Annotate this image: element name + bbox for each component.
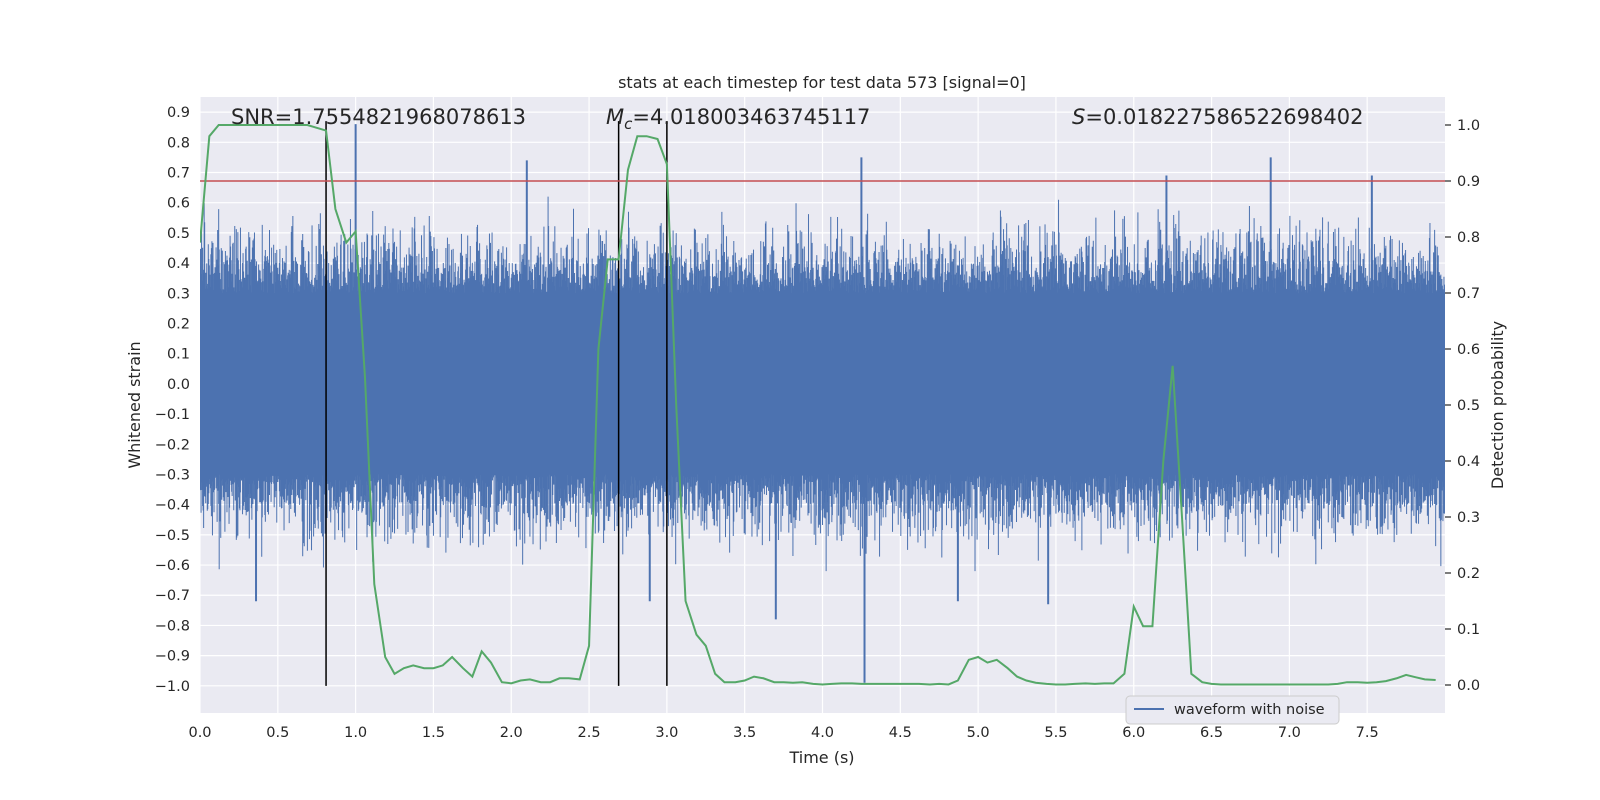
x-tick-label: 4.5: [889, 725, 912, 741]
x-tick-label: 5.0: [967, 725, 990, 741]
y-left-tick-label: 0.8: [167, 135, 190, 151]
y-left-tick-label: −0.2: [155, 437, 190, 453]
x-tick-label: 4.0: [811, 725, 834, 741]
y-right-tick-label: 1.0: [1457, 118, 1480, 134]
x-tick-label: 5.5: [1044, 725, 1067, 741]
y-left-tick-label: −0.6: [155, 558, 190, 574]
x-tick-label: 2.5: [578, 725, 601, 741]
y-left-tick-label: −0.1: [155, 407, 190, 423]
y-left-tick-label: 0.0: [167, 377, 190, 393]
y-right-axis-label: Detection probability: [1488, 321, 1507, 489]
s-annotation: S=0.018227586522698402: [1072, 105, 1363, 129]
x-tick-label: 6.5: [1200, 725, 1223, 741]
chirp-mass-symbol: M: [606, 105, 624, 129]
x-axis-label: Time (s): [788, 748, 854, 767]
y-right-tick-label: 0.1: [1457, 622, 1480, 638]
x-tick-label: 7.0: [1278, 725, 1301, 741]
y-left-tick-label: 0.1: [167, 347, 190, 363]
x-tick-label: 3.5: [733, 725, 756, 741]
y-right-tick-label: 0.0: [1457, 678, 1480, 694]
y-right-axis-ticks: 1.0 0.9 0.8 0.7 0.6 0.5 0.4 0.3 0.2 0.1 0.0: [1445, 118, 1480, 694]
y-right-tick-label: 0.8: [1457, 230, 1480, 246]
y-left-tick-label: 0.7: [167, 165, 190, 181]
y-left-tick-label: 0.4: [167, 256, 190, 272]
y-right-tick-label: 0.4: [1457, 454, 1480, 470]
probability-series-line: [200, 124, 1436, 686]
legend-label: waveform with noise: [1174, 702, 1325, 718]
y-left-tick-label: −0.9: [155, 649, 190, 665]
x-tick-label: 1.5: [422, 725, 445, 741]
y-left-tick-label: −0.4: [155, 498, 190, 514]
x-tick-label: 2.0: [500, 725, 523, 741]
vertical-markers: [325, 121, 668, 686]
legend-box: [1125, 695, 1340, 725]
x-axis-ticks: 0.0 0.5 1.0 1.5 2.0 2.5 3.0 3.5 4.0 4.5 5.0 5.5 6.0 6…: [188, 725, 1378, 741]
s-value: =0.018227586522698402: [1085, 105, 1363, 129]
y-left-tick-label: 0.9: [167, 105, 190, 121]
y-left-tick-label: −0.3: [155, 467, 190, 483]
x-tick-label: 6.0: [1122, 725, 1145, 741]
waveform-trace: [200, 196, 1445, 572]
x-tick-label: 0.0: [188, 725, 211, 741]
legend: waveform with noise: [1125, 695, 1340, 725]
x-tick-label: 1.0: [344, 725, 367, 741]
x-tick-label: 3.0: [655, 725, 678, 741]
chart-title: stats at each timestep for test data 573…: [618, 73, 1026, 92]
y-left-tick-label: −0.7: [155, 588, 190, 604]
waveform-series: [200, 124, 1445, 683]
y-left-tick-label: 0.5: [167, 226, 190, 242]
y-left-axis-ticks: 0.9 0.8 0.7 0.6 0.5 0.4 0.3 0.2 0.1 0.0 −0.1 −0.2 −0…: [155, 105, 190, 695]
y-right-tick-label: 0.2: [1457, 566, 1480, 582]
y-right-tick-label: 0.9: [1457, 174, 1480, 190]
x-tick-label: 0.5: [266, 725, 289, 741]
y-left-tick-label: 0.2: [167, 316, 190, 332]
y-left-axis-label: Whitened strain: [125, 341, 144, 468]
x-tick-label: 7.5: [1356, 725, 1379, 741]
snr-annotation: SNR=1.7554821968078613: [231, 105, 526, 129]
y-left-tick-label: −1.0: [155, 679, 190, 695]
s-symbol: S: [1072, 105, 1085, 129]
y-left-tick-label: −0.5: [155, 528, 190, 544]
y-left-tick-label: 0.6: [167, 196, 190, 212]
chirp-mass-value: =4.018003463745117: [632, 105, 870, 129]
y-right-tick-label: 0.6: [1457, 342, 1480, 358]
y-left-tick-label: 0.3: [167, 286, 190, 302]
chirp-mass-annotation: Mc=4.018003463745117: [606, 105, 870, 133]
y-right-tick-label: 0.7: [1457, 286, 1480, 302]
y-right-tick-label: 0.3: [1457, 510, 1480, 526]
chirp-mass-subscript: c: [624, 115, 633, 133]
y-right-tick-label: 0.5: [1457, 398, 1480, 414]
y-left-tick-label: −0.8: [155, 618, 190, 634]
